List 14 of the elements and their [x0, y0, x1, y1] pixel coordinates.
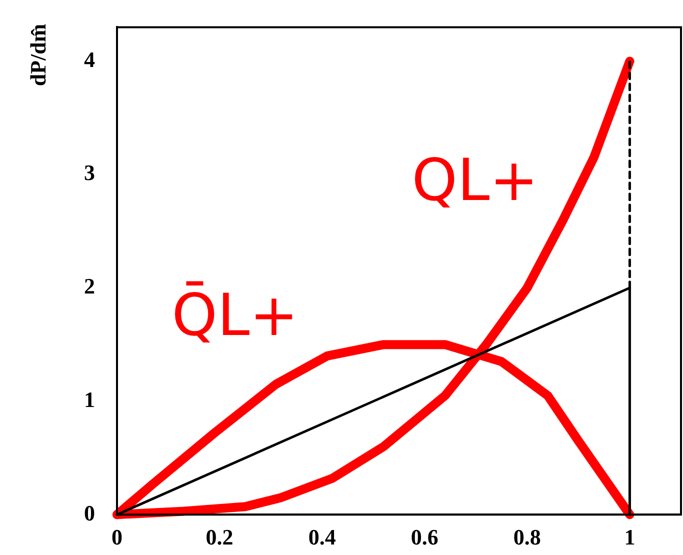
y-tick-label: 1 — [84, 386, 95, 412]
y-tick-label: 0 — [84, 500, 95, 526]
series-label: Q̄L+ — [172, 280, 298, 350]
series-label: QL+ — [412, 146, 538, 214]
x-tick-label: 0.6 — [410, 524, 438, 550]
y-tick-label: 2 — [84, 274, 95, 299]
y-tick-label: 4 — [84, 46, 95, 72]
x-tick-label: 1 — [624, 524, 636, 550]
x-tick-label: 0 — [112, 524, 122, 550]
x-tick-label: 0.4 — [308, 524, 336, 550]
x-tick-label: 0.2 — [206, 524, 234, 550]
y-tick-label: 3 — [84, 160, 95, 186]
y-axis-title: dP/dm̂ — [26, 24, 51, 86]
x-tick-label: 0.8 — [513, 524, 541, 550]
